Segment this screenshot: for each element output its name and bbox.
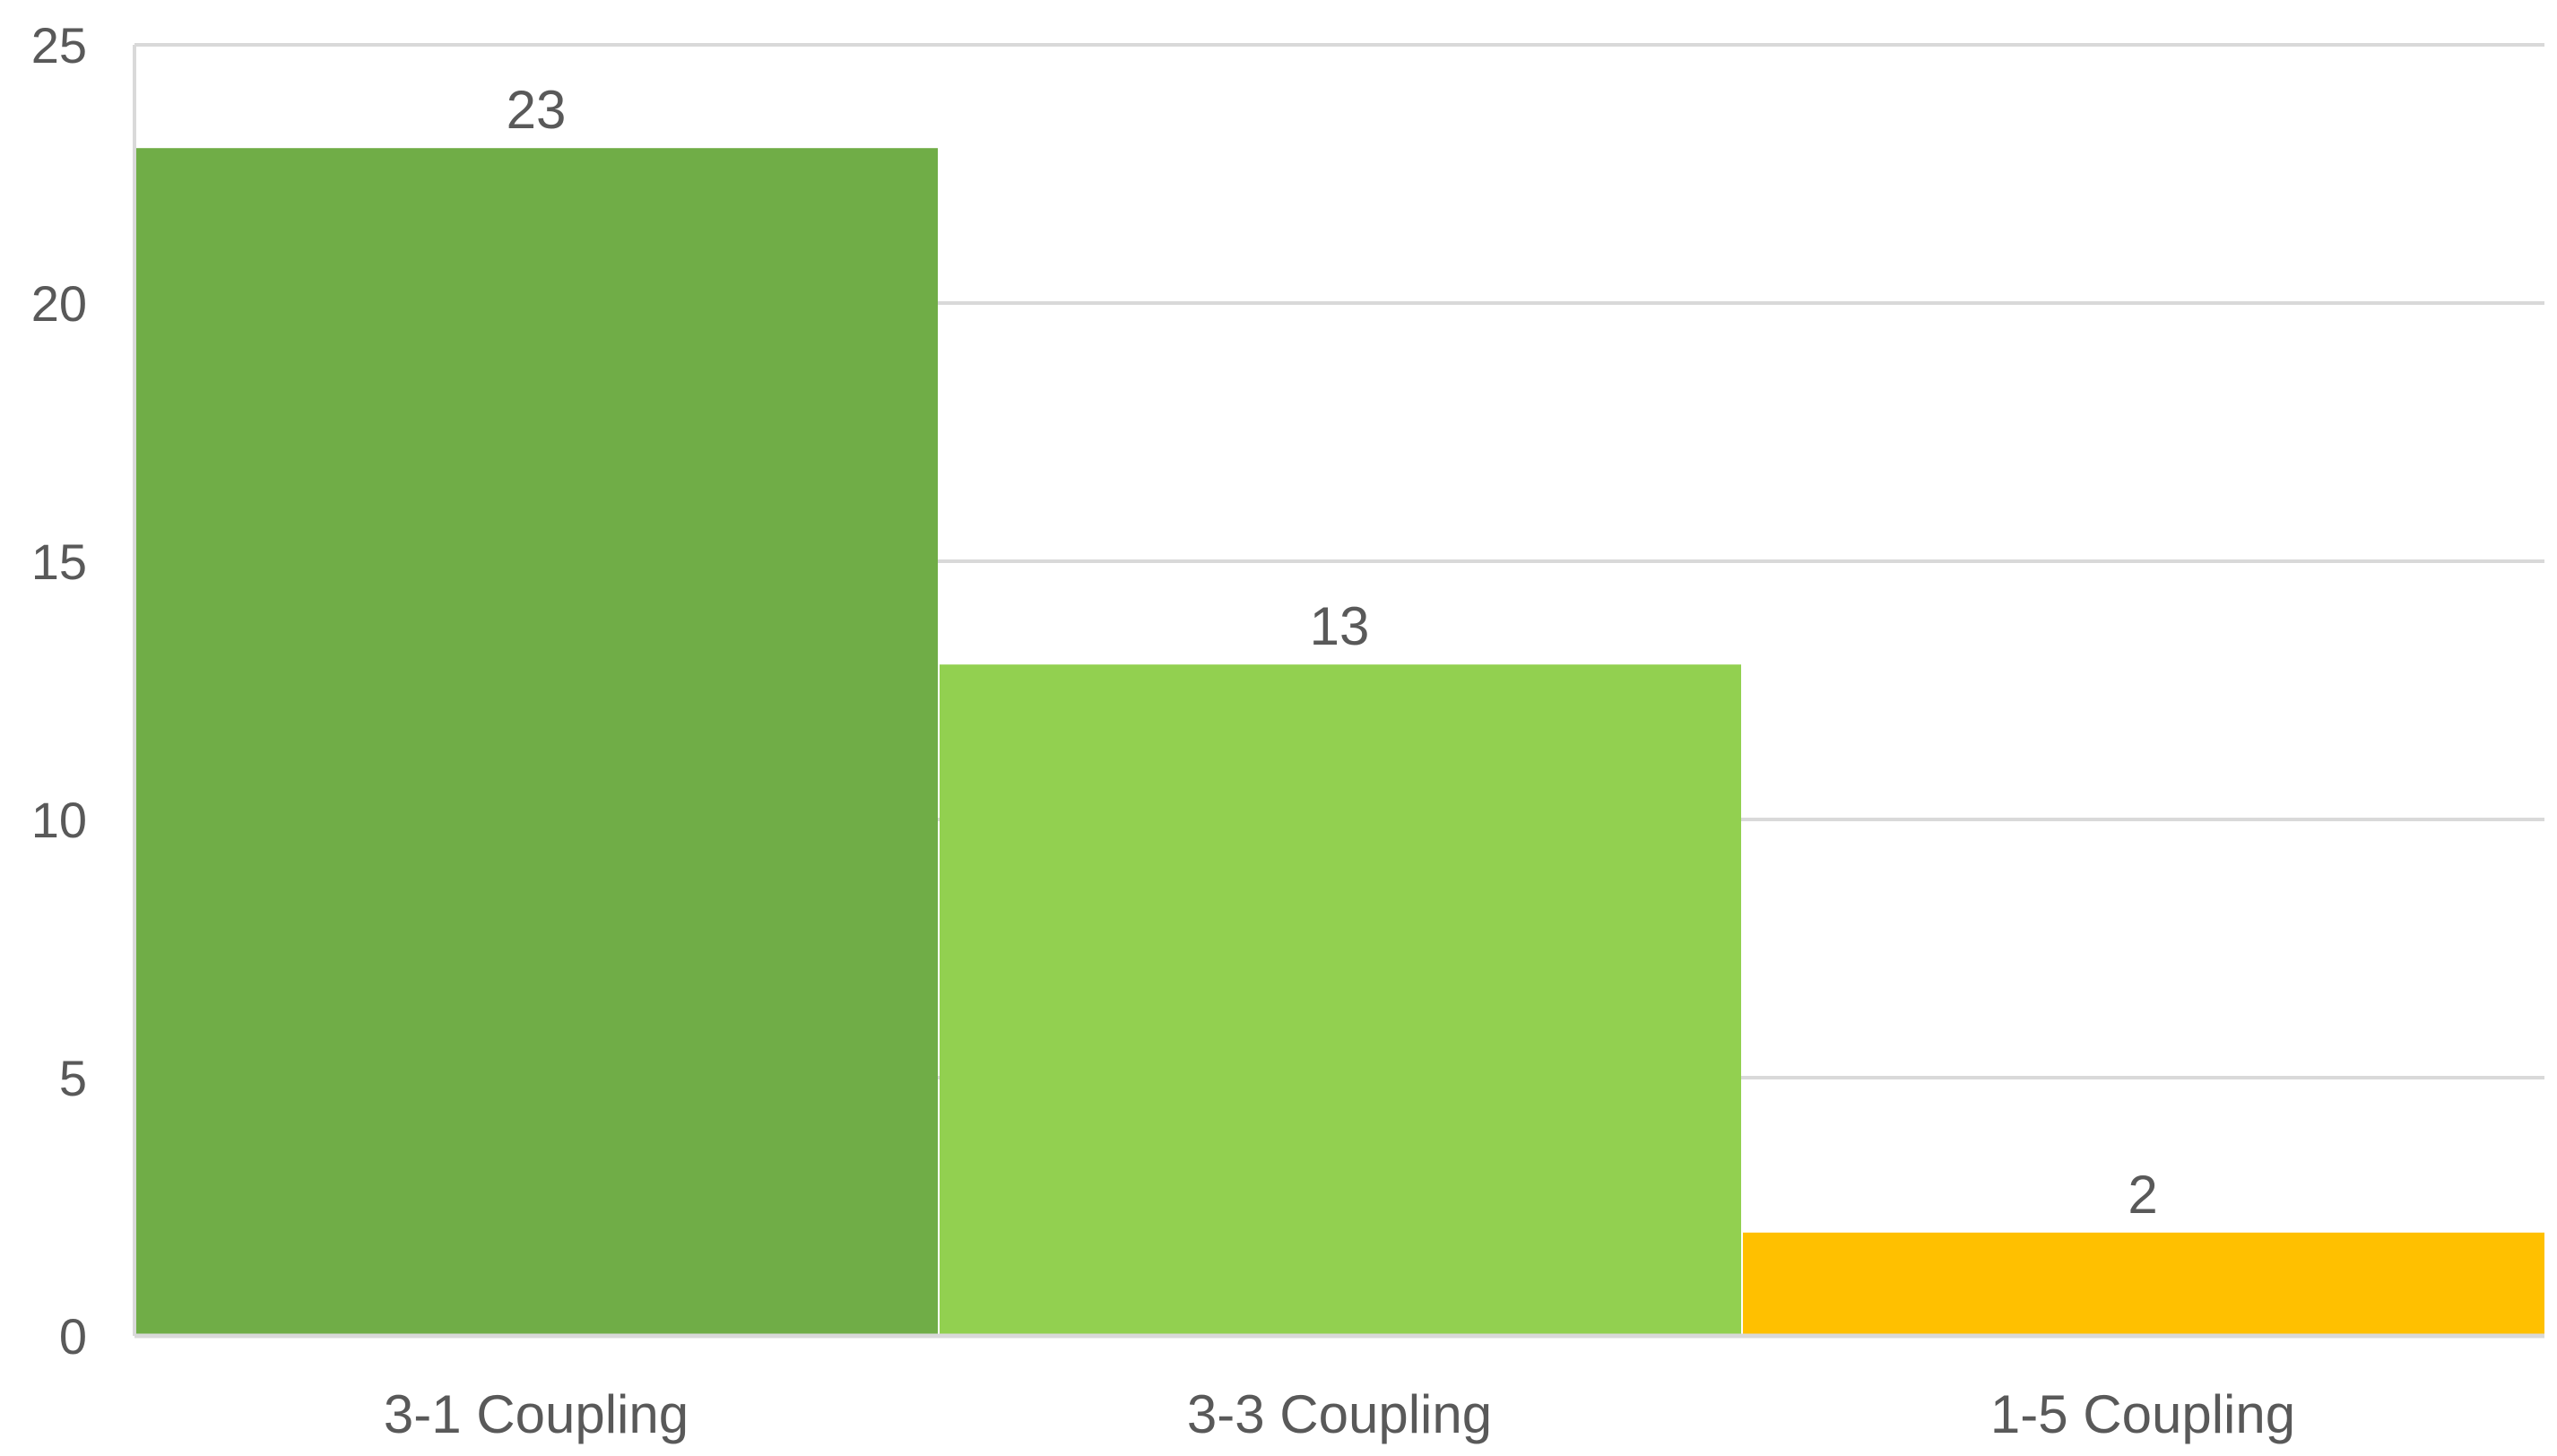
y-tick-label: 15: [31, 533, 87, 590]
x-category-label: 3-3 Coupling: [1187, 1384, 1492, 1444]
y-tick-label: 20: [31, 275, 87, 332]
data-label: 23: [507, 80, 567, 140]
data-labels: 23 13 2: [507, 80, 2158, 1225]
data-label: 2: [2128, 1165, 2157, 1225]
y-tick-label: 5: [59, 1050, 87, 1106]
y-axis-tick-labels: 0 5 10 15 20 25: [31, 17, 87, 1365]
bar-1[interactable]: [136, 148, 938, 1337]
y-tick-label: 25: [31, 17, 87, 74]
data-label: 13: [1310, 596, 1370, 656]
y-tick-label: 0: [59, 1308, 87, 1365]
bar-3[interactable]: [1743, 1232, 2544, 1336]
x-axis-category-labels: 3-1 Coupling 3-3 Coupling 1-5 Coupling: [384, 1384, 2295, 1444]
bar-2[interactable]: [940, 664, 1741, 1336]
x-category-label: 3-1 Coupling: [384, 1384, 689, 1444]
axes: [133, 43, 2544, 1339]
bars: [136, 148, 2544, 1337]
y-tick-label: 10: [31, 792, 87, 848]
x-category-label: 1-5 Coupling: [1990, 1384, 2295, 1444]
